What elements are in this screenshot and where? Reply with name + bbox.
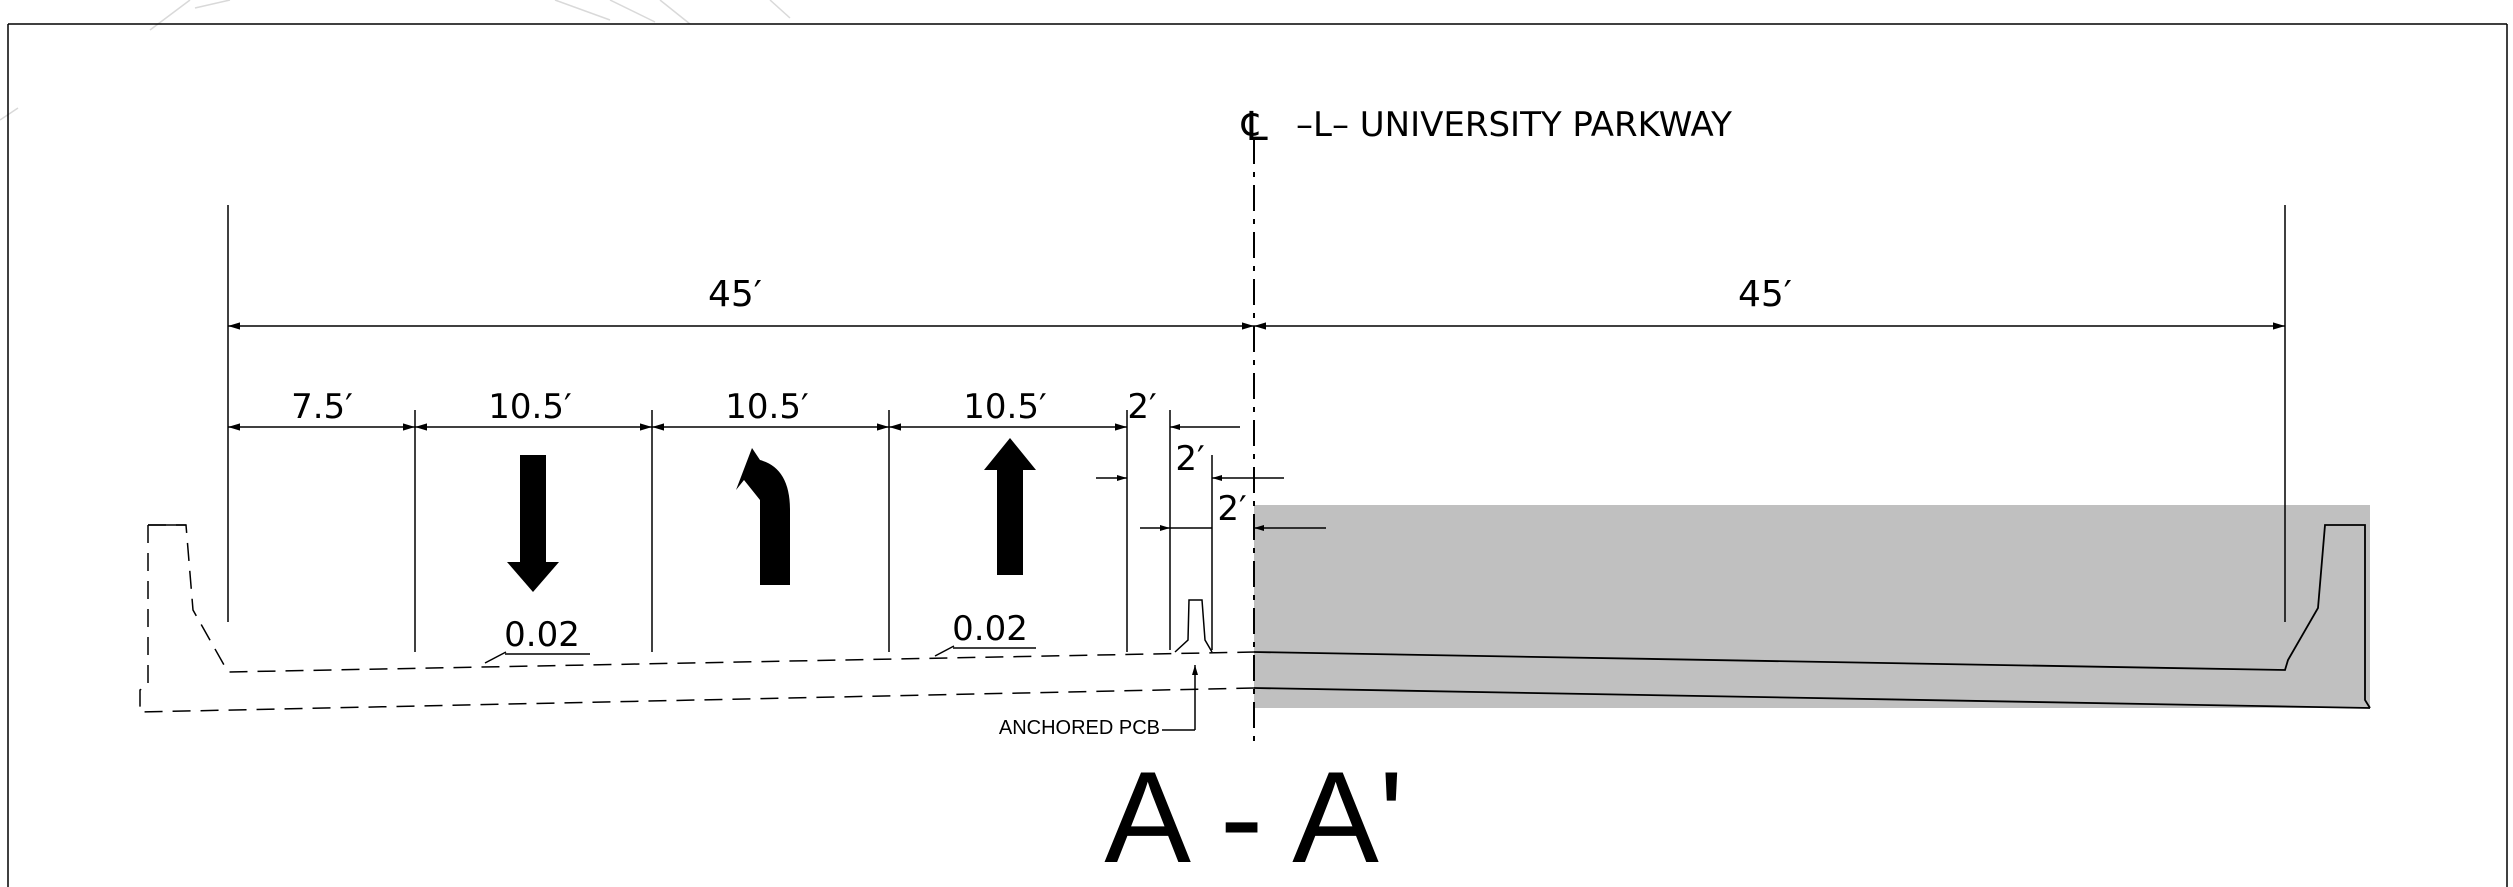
pcb-barrier — [1174, 599, 1213, 653]
dim-lane-3: 10.5′ — [963, 387, 1046, 427]
slope-right-leader — [934, 645, 955, 657]
dim-lane-2: 10.5′ — [725, 387, 808, 427]
dim-gap-low: 2′ — [1217, 489, 1246, 529]
small-dimension-arrows — [1096, 475, 1326, 531]
dim-left-total: 45′ — [708, 274, 762, 315]
dim-lane-1: 10.5′ — [488, 387, 571, 427]
pcb-label: ANCHORED PCB — [999, 717, 1160, 739]
slope-left: 0.02 — [504, 615, 580, 655]
right-roadway-profile — [1253, 524, 2371, 709]
shaded-region — [1254, 505, 2370, 708]
section-title: A - A' — [1104, 744, 1403, 887]
extension-lines — [227, 205, 2286, 652]
sheet-border — [7, 23, 2508, 887]
slope-left-leader — [484, 651, 507, 664]
left-turn-arrow-icon — [736, 448, 790, 585]
centerline-symbol: ℄ — [1241, 104, 1268, 150]
dim-shoulder: 7.5′ — [291, 387, 353, 427]
centerline-label: –L– UNIVERSITY PARKWAY — [1296, 105, 1732, 145]
background-sketch-lines — [0, 0, 791, 121]
down-arrow-icon — [507, 455, 559, 592]
dim-gap-top: 2′ — [1127, 387, 1156, 427]
up-arrow-icon — [984, 438, 1036, 575]
slope-right: 0.02 — [952, 609, 1028, 649]
left-roadway-profile — [139, 524, 1255, 713]
dim-right-total: 45′ — [1738, 274, 1792, 315]
dim-gap-mid: 2′ — [1175, 439, 1204, 479]
